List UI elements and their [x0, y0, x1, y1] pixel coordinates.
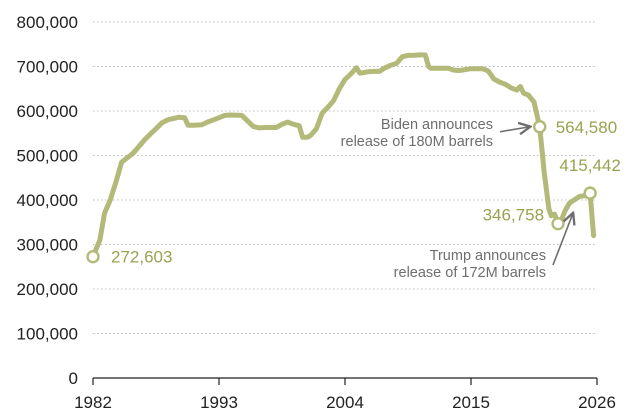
x-tick-label: 2004: [326, 393, 364, 412]
axes: 0 100,000 200,000 300,000 400,000 500,000 600,…: [17, 13, 616, 412]
y-tick-label: 100,000: [17, 325, 78, 344]
value-label: 272,603: [111, 248, 172, 267]
annotation-arrow: [499, 127, 530, 132]
y-tick-label: 300,000: [17, 236, 78, 255]
annotations: 564,580 346,758 415,442 272,603 Biden announ…: [86, 117, 621, 281]
annotation-marker: [86, 249, 100, 264]
gridlines: [93, 21, 597, 334]
annotation-text: release of 180M barrels: [341, 134, 493, 150]
value-label: 346,758: [483, 206, 544, 225]
series-line: [90, 52, 597, 260]
y-tick-label: 200,000: [17, 280, 78, 299]
annotation-marker: [583, 186, 597, 200]
series-layer: [90, 52, 597, 260]
x-tick-label: 2015: [452, 393, 490, 412]
value-label: 415,442: [559, 156, 620, 175]
x-tick-label: 1993: [200, 393, 238, 412]
value-label: 564,580: [556, 118, 617, 137]
annotation-marker: [551, 216, 565, 231]
y-tick-label: 800,000: [17, 13, 78, 32]
y-tick-label: 400,000: [17, 191, 78, 210]
annotation-text: Trump announces: [430, 248, 546, 264]
annotation-marker: [533, 120, 547, 134]
y-tick-label: 500,000: [17, 147, 78, 166]
y-tick-label: 600,000: [17, 102, 78, 121]
y-tick-label: 0: [69, 369, 78, 388]
y-tick-label: 700,000: [17, 58, 78, 77]
x-tick-label: 1982: [74, 393, 112, 412]
x-tick-label: 2026: [578, 393, 616, 412]
annotation-text: Biden announces: [381, 117, 493, 133]
annotation-arrow: [552, 213, 573, 266]
annotation-text: release of 172M barrels: [394, 265, 546, 281]
